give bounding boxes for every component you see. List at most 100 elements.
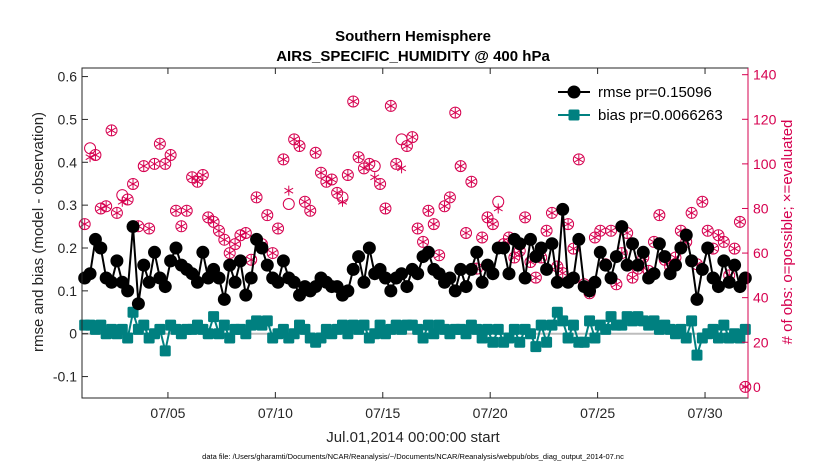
asterisk-stroke bbox=[461, 230, 471, 236]
bias-point bbox=[342, 328, 354, 340]
asterisk-stroke bbox=[219, 236, 229, 243]
evaluated-obs-marker bbox=[327, 174, 337, 185]
evaluated-obs-marker bbox=[354, 152, 364, 163]
asterisk-stroke bbox=[176, 223, 186, 230]
asterisk-stroke bbox=[423, 207, 434, 214]
asterisk-stroke bbox=[316, 169, 326, 176]
y-tick-label-right: 80 bbox=[753, 200, 769, 216]
rmse-point bbox=[475, 275, 489, 289]
asterisk-stroke bbox=[359, 165, 369, 172]
bias-point bbox=[557, 315, 569, 327]
legend-rmse-marker bbox=[567, 85, 581, 99]
bias-point bbox=[138, 319, 150, 331]
possible-obs-marker bbox=[164, 148, 177, 161]
rmse-point bbox=[674, 241, 688, 255]
asterisk-stroke bbox=[101, 203, 111, 210]
evaluated-obs-marker bbox=[311, 147, 321, 158]
evaluated-obs-marker bbox=[407, 132, 417, 143]
evaluated-obs-marker bbox=[461, 228, 471, 238]
evaluated-obs-marker bbox=[563, 219, 573, 230]
y-tick-label-left: 0.2 bbox=[58, 240, 78, 256]
evaluated-obs-marker bbox=[627, 272, 638, 283]
asterisk-stroke bbox=[482, 214, 493, 221]
rmse-point bbox=[652, 237, 666, 251]
evaluated-obs-marker bbox=[450, 107, 460, 118]
evaluated-obs-marker bbox=[423, 205, 434, 216]
y-tick-label-left: 0.5 bbox=[58, 111, 78, 127]
rmse-point bbox=[83, 267, 97, 281]
asterisk-stroke bbox=[434, 252, 444, 259]
bias-point bbox=[551, 306, 563, 318]
evaluated-obs-marker bbox=[735, 216, 745, 227]
bias-point bbox=[422, 319, 434, 331]
rmse-point bbox=[486, 267, 500, 281]
possible-obs-marker bbox=[304, 204, 317, 217]
asterisk-stroke bbox=[192, 178, 203, 185]
rmse-point bbox=[378, 271, 392, 285]
bias-point bbox=[584, 315, 596, 327]
bias-point bbox=[734, 332, 746, 344]
rmse-point bbox=[142, 275, 156, 289]
evaluated-obs-marker bbox=[488, 219, 498, 230]
rmse-point bbox=[287, 275, 301, 289]
possible-obs-marker bbox=[143, 222, 156, 235]
rmse-point bbox=[223, 258, 237, 272]
asterisk-stroke bbox=[332, 189, 342, 196]
evaluated-obs-marker bbox=[713, 230, 724, 241]
rmse-point bbox=[685, 254, 699, 268]
possible-obs-marker bbox=[540, 224, 553, 237]
evaluated-obs-marker bbox=[413, 223, 423, 234]
rmse-point bbox=[228, 275, 242, 289]
bias-point bbox=[535, 319, 547, 331]
evaluated-obs-marker bbox=[375, 178, 385, 189]
bias-point bbox=[374, 319, 386, 331]
asterisk-stroke bbox=[90, 152, 101, 158]
rmse-point bbox=[620, 258, 634, 272]
possible-obs-marker bbox=[653, 209, 666, 222]
bias-point bbox=[412, 323, 424, 335]
evaluated-obs-marker bbox=[687, 207, 697, 218]
asterisk-stroke bbox=[171, 207, 181, 214]
evaluated-obs-marker bbox=[359, 163, 369, 174]
possible-obs-marker bbox=[685, 206, 698, 219]
asterisk-stroke bbox=[719, 238, 729, 245]
evaluated-obs-marker bbox=[182, 205, 192, 216]
bias-point bbox=[417, 332, 429, 344]
possible-obs-marker bbox=[223, 247, 236, 260]
bias-point bbox=[514, 336, 526, 348]
asterisk-stroke bbox=[445, 194, 455, 201]
y-tick-label-right: 120 bbox=[753, 111, 777, 127]
evaluated-obs-marker bbox=[85, 152, 95, 163]
rmse-point bbox=[169, 241, 183, 255]
asterisk-stroke bbox=[284, 187, 294, 194]
bias-point bbox=[476, 332, 488, 344]
asterisk-stroke bbox=[139, 163, 149, 170]
rmse-point bbox=[588, 275, 602, 289]
possible-obs-marker bbox=[733, 215, 746, 228]
asterisk-stroke bbox=[386, 102, 396, 109]
asterisk-stroke bbox=[251, 194, 262, 201]
asterisk-stroke bbox=[488, 221, 498, 228]
rmse-point bbox=[502, 267, 516, 281]
asterisk-stroke bbox=[493, 205, 503, 212]
rmse-point bbox=[668, 258, 682, 272]
rmse-point bbox=[384, 284, 398, 298]
evaluated-obs-marker bbox=[284, 185, 294, 196]
asterisk-stroke bbox=[520, 214, 530, 221]
rmse-point bbox=[550, 275, 564, 289]
evaluated-obs-marker bbox=[477, 232, 487, 243]
rmse-point bbox=[679, 228, 693, 242]
asterisk-stroke bbox=[262, 212, 272, 219]
x-tick-label: 07/30 bbox=[688, 405, 723, 421]
asterisk-stroke bbox=[375, 181, 385, 187]
rmse-point bbox=[341, 284, 355, 298]
asterisk-stroke bbox=[380, 205, 391, 212]
bias-point bbox=[213, 328, 225, 340]
evaluated-obs-marker bbox=[101, 201, 111, 212]
bias-point bbox=[240, 328, 252, 340]
bias-point bbox=[358, 319, 370, 331]
asterisk-stroke bbox=[563, 221, 573, 228]
asterisk-stroke bbox=[558, 270, 568, 277]
asterisk-stroke bbox=[547, 209, 557, 216]
x-tick-label: 07/15 bbox=[365, 405, 400, 421]
